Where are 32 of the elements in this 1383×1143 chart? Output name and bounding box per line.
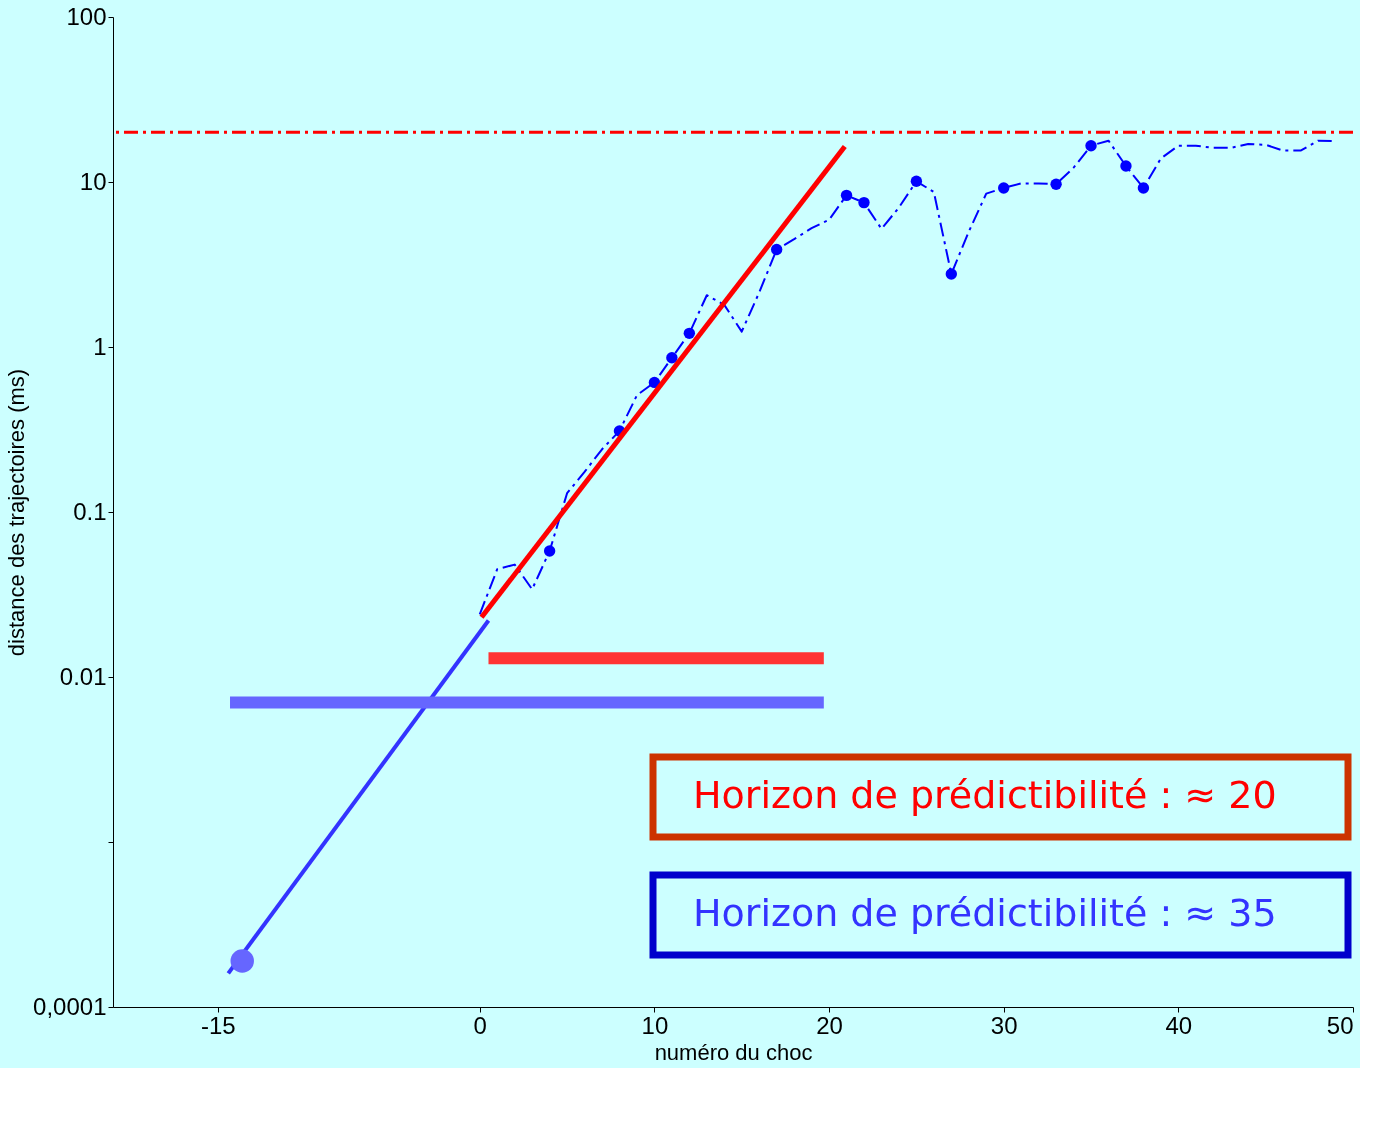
y-tick-label: 100	[66, 2, 107, 30]
point	[1120, 160, 1132, 172]
y-axis-title: distance des trajectoires (ms)	[4, 368, 30, 657]
x-tick-label: 30	[990, 1011, 1018, 1039]
point	[543, 545, 556, 557]
y-tick-label: 0.1	[73, 497, 107, 525]
x-tick-label: -15	[200, 1011, 236, 1039]
x-tick-label: 10	[641, 1011, 669, 1039]
y-tick-label: 0.01	[59, 662, 107, 690]
annotation: Horizon de prédictibilité : ≈ 20	[693, 773, 1277, 817]
point	[666, 352, 678, 364]
point	[770, 243, 783, 256]
y-tick-label: 0,0001	[33, 992, 107, 1020]
point	[910, 175, 923, 187]
point	[1085, 139, 1097, 152]
point	[840, 189, 853, 202]
point	[858, 196, 870, 209]
y-tick-label: 1	[93, 332, 107, 360]
x-tick-label: 50	[1326, 1011, 1354, 1039]
point	[1137, 182, 1150, 194]
x-tick-label: 40	[1165, 1011, 1193, 1039]
x-axis-title: numéro du choc	[654, 1039, 813, 1065]
point	[683, 327, 696, 340]
point	[945, 268, 958, 280]
x-tick-label: 20	[816, 1011, 843, 1039]
y-tick-label: 10	[79, 167, 107, 195]
point	[998, 182, 1010, 194]
point	[648, 376, 661, 389]
point	[1050, 178, 1062, 190]
annotation: Horizon de prédictibilité : ≈ 35	[693, 891, 1277, 935]
point	[230, 949, 254, 973]
x-tick-label: 0	[473, 1011, 487, 1039]
